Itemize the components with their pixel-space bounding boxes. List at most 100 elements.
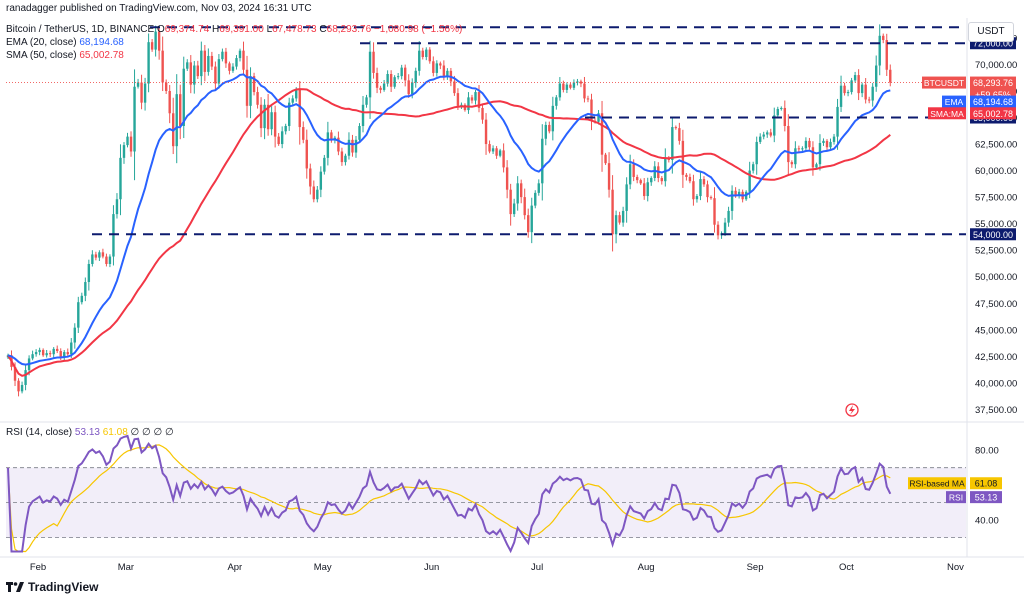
ohlc-close: 68,293.76 — [326, 24, 372, 35]
ema-legend[interactable]: EMA (20, close) 68,194.68 — [6, 37, 124, 49]
candle-body — [692, 181, 695, 200]
candle-body — [91, 254, 94, 264]
candle-body — [270, 112, 273, 130]
candle-body — [737, 191, 741, 197]
candle-body — [63, 352, 66, 358]
rsi-ma-marker-name: RSI-based MA — [909, 479, 965, 489]
candle-body — [829, 141, 832, 148]
candle-body — [860, 84, 864, 94]
candle-body — [695, 196, 699, 200]
footer-brand: TradingView — [28, 580, 99, 594]
rsi-ma-legend-value: 61.08 — [102, 427, 128, 438]
candle-body — [797, 148, 801, 150]
candle-body — [168, 90, 171, 114]
candle-body — [878, 35, 881, 66]
candle-body — [481, 107, 484, 120]
candle-body — [347, 139, 351, 156]
candle-body — [709, 197, 713, 199]
price-tick-label: 37,500.00 — [975, 405, 1017, 416]
candle-body — [112, 214, 115, 257]
ohlc-open-label: O — [156, 24, 165, 35]
candle-body — [442, 65, 446, 78]
sma-legend[interactable]: SMA (50, close) 65,002.78 — [6, 50, 124, 62]
ema-marker-bg — [970, 95, 1016, 108]
candle-body — [115, 199, 119, 215]
rsi-tick-label: 40.00 — [975, 516, 999, 527]
candle-body — [527, 215, 530, 233]
ohlc-low: 67,478.73 — [272, 24, 317, 35]
tradingview-footer[interactable]: TradingView — [6, 580, 98, 594]
sma-legend-value: 65,002.78 — [79, 50, 124, 61]
ema-marker-value: 68,194.68 — [973, 97, 1013, 107]
candle-body — [808, 140, 811, 148]
sma-legend-label: SMA (50, close) — [6, 50, 77, 61]
candle-body — [256, 92, 259, 105]
symbol-title: Bitcoin / TetherUS, 1D, BINANCE — [6, 24, 155, 35]
candle-body — [316, 189, 319, 200]
candle-body — [621, 210, 625, 223]
candle-body — [843, 85, 846, 94]
candle-body — [650, 178, 653, 183]
candle-body — [372, 51, 375, 73]
candle-body — [140, 82, 143, 103]
candle-body — [126, 136, 129, 146]
month-tick-label: May — [314, 562, 332, 573]
level-label-bg — [970, 228, 1016, 241]
currency-selector[interactable]: USDT — [968, 22, 1014, 42]
candle-body — [586, 98, 590, 100]
candle-body — [818, 142, 822, 165]
ohlc-high: 69,391.00 — [219, 24, 264, 35]
candle-body — [280, 131, 284, 145]
ohlc-low-label: L — [266, 24, 273, 35]
candle-body — [207, 55, 210, 72]
candle-body — [555, 97, 558, 106]
candle-body — [326, 132, 330, 158]
candle-body — [414, 70, 417, 83]
candle-body — [857, 75, 860, 94]
candle-body — [477, 92, 481, 108]
month-tick-label: Apr — [227, 562, 242, 573]
candle-body — [389, 74, 393, 87]
rsi-line — [7, 434, 892, 554]
btcusdt-marker-name: BTCUSDT — [924, 78, 964, 88]
candle-body — [632, 164, 635, 177]
candle-body — [825, 140, 829, 148]
candle-body — [354, 139, 358, 153]
candle-body — [224, 51, 228, 64]
candle-body — [186, 62, 189, 69]
candle-body — [867, 99, 871, 101]
candle-body — [147, 42, 150, 84]
candle-body — [713, 198, 716, 225]
candle-body — [421, 50, 424, 58]
month-tick-label: Mar — [118, 562, 134, 573]
candle-body — [238, 50, 242, 59]
ohlc-close-label: C — [319, 24, 327, 35]
candle-body — [653, 166, 656, 179]
lightning-icon — [845, 403, 859, 417]
candle-body — [45, 353, 48, 356]
candle-body — [730, 190, 734, 211]
candle-body — [597, 113, 600, 122]
candle-body — [607, 163, 611, 190]
candle-body — [425, 49, 428, 58]
price-tick-label: 50,000.00 — [975, 272, 1017, 283]
candle-body — [505, 167, 509, 190]
candle-body — [470, 97, 474, 101]
candle-body — [298, 89, 301, 128]
candle-body — [646, 182, 649, 197]
candle-body — [193, 65, 196, 85]
tradingview-logo-icon — [6, 581, 24, 593]
candle-body — [688, 176, 692, 182]
rsi-marker-tag — [946, 491, 966, 504]
rsi-legend[interactable]: RSI (14, close) 53.13 61.08 ∅ ∅ ∅ ∅ — [6, 427, 174, 439]
candle-body — [245, 69, 249, 106]
candle-body — [189, 62, 192, 85]
ohlc-change: −1,080.98 (−1.56%) — [373, 24, 463, 35]
candle-body — [537, 183, 540, 193]
candle-body — [150, 42, 154, 50]
candle-body — [38, 349, 41, 353]
candle-body — [569, 84, 572, 88]
candle-body — [344, 155, 347, 163]
btcusdt-marker-tag — [922, 76, 966, 89]
